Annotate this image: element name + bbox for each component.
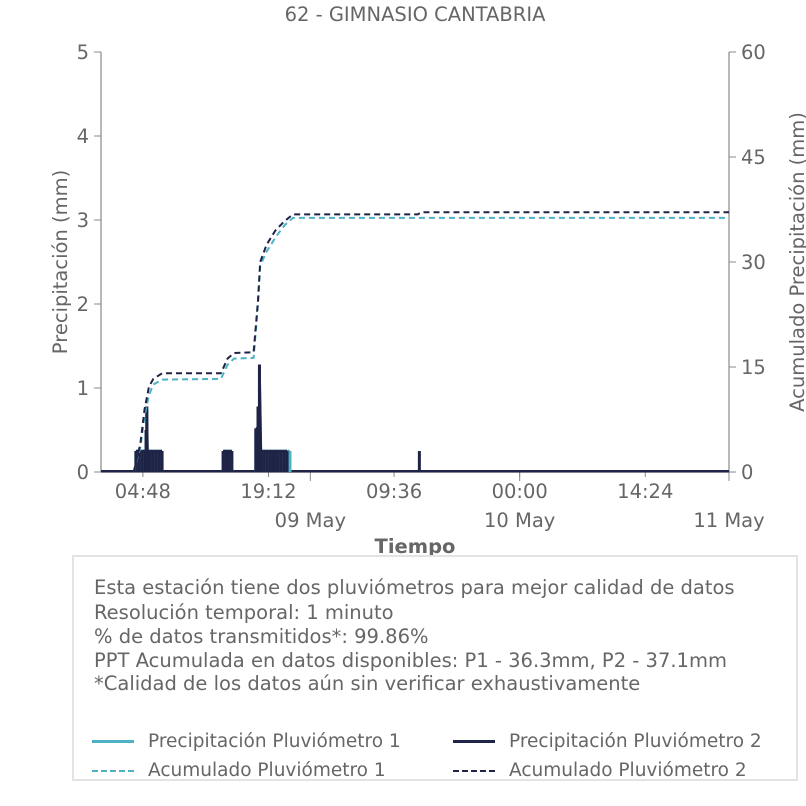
y-left-tick-label: 5 (77, 41, 89, 64)
y-left-tick-label: 3 (77, 209, 89, 232)
y-right-tick-label: 15 (741, 356, 766, 379)
info-box: Esta estación tiene dos pluviómetros par… (72, 555, 798, 781)
y-axis-left-label: Precipitación (mm) (49, 170, 72, 354)
precip-bar-cap (258, 364, 263, 452)
legend-item-accum-p2: Acumulado Pluviómetro 2 (453, 760, 747, 781)
y-axis-right-label: Acumulado Precipitación (mm) (786, 112, 806, 412)
accumulated-line (132, 216, 729, 473)
legend-swatch-dashed-navy (453, 769, 495, 772)
x-time-tick-label: 19:12 (240, 480, 296, 503)
legend-label-precip-p2: Precipitación Pluviómetro 2 (509, 731, 762, 752)
legend-item-precip-p1: Precipitación Pluviómetro 1 (92, 731, 401, 752)
y-right-tick-label: 45 (741, 146, 766, 169)
accumulated-line (132, 211, 729, 473)
x-date-tick-label: 09 May (275, 509, 346, 532)
legend-swatch-solid-navy (453, 740, 495, 743)
chart-title: 62 - GIMNASIO CANTABRIA (285, 3, 546, 26)
precip-bar-cap (145, 406, 149, 452)
legend-swatch-solid-teal (92, 740, 134, 743)
info-accumulated: PPT Acumulada en datos disponibles: P1 -… (94, 649, 727, 672)
x-time-tick-label: 04:48 (115, 480, 171, 503)
rainfall-chart: 62 - GIMNASIO CANTABRIA 0123450153045600… (49, 3, 806, 558)
y-right-tick-label: 0 (741, 461, 753, 484)
x-date-tick-label: 10 May (484, 509, 555, 532)
y-right-tick-label: 30 (741, 251, 766, 274)
legend-label-accum-p2: Acumulado Pluviómetro 2 (509, 760, 747, 781)
legend-item-accum-p1: Acumulado Pluviómetro 1 (92, 760, 386, 781)
info-two-gauges: Esta estación tiene dos pluviómetros par… (94, 576, 735, 599)
x-axis-label: Tiempo (375, 535, 456, 558)
legend-label-precip-p1: Precipitación Pluviómetro 1 (148, 731, 401, 752)
x-date-tick-label: 11 May (693, 509, 764, 532)
legend-item-precip-p2: Precipitación Pluviómetro 2 (453, 731, 762, 752)
y-left-tick-label: 0 (77, 461, 89, 484)
info-resolution: Resolución temporal: 1 minuto (94, 601, 394, 624)
info-quality-note: *Calidad de los datos aún sin verificar … (94, 672, 641, 695)
x-time-tick-label: 09:36 (366, 480, 422, 503)
y-right-tick-label: 60 (741, 41, 766, 64)
y-left-tick-label: 1 (77, 377, 89, 400)
y-left-tick-label: 4 (77, 125, 89, 148)
x-time-tick-label: 00:00 (492, 480, 548, 503)
x-time-tick-label: 14:24 (617, 480, 673, 503)
legend-swatch-dashed-teal (92, 769, 134, 772)
legend-label-accum-p1: Acumulado Pluviómetro 1 (148, 760, 386, 781)
y-left-tick-label: 2 (77, 293, 89, 316)
info-transmitted: % de datos transmitidos*: 99.86% (94, 625, 429, 648)
